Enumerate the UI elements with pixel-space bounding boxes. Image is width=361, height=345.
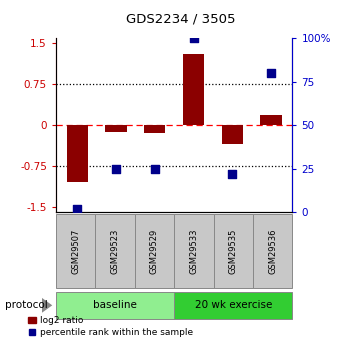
Bar (222, 125, 243, 144)
Text: GSM29523: GSM29523 (110, 228, 119, 274)
Point (268, 70, 274, 76)
Bar (144, 125, 165, 133)
Text: GSM29533: GSM29533 (190, 228, 199, 274)
Legend: log2 ratio, percentile rank within the sample: log2 ratio, percentile rank within the s… (25, 313, 196, 341)
Point (74, 206, 80, 211)
Polygon shape (42, 298, 52, 313)
Text: GSM29535: GSM29535 (229, 228, 238, 274)
Bar (105, 125, 127, 131)
Text: GDS2234 / 3505: GDS2234 / 3505 (126, 12, 235, 25)
Text: 20 wk exercise: 20 wk exercise (195, 300, 272, 310)
Text: GSM29507: GSM29507 (71, 228, 80, 274)
Text: GSM29529: GSM29529 (150, 228, 159, 274)
Point (113, 166, 119, 171)
Bar (67, 125, 88, 182)
Point (191, 35, 196, 41)
Bar (183, 54, 204, 125)
Bar (260, 115, 282, 125)
Point (230, 171, 235, 177)
Text: protocol: protocol (5, 300, 48, 310)
Text: baseline: baseline (93, 300, 137, 310)
Point (152, 166, 158, 171)
Text: GSM29536: GSM29536 (268, 228, 277, 274)
